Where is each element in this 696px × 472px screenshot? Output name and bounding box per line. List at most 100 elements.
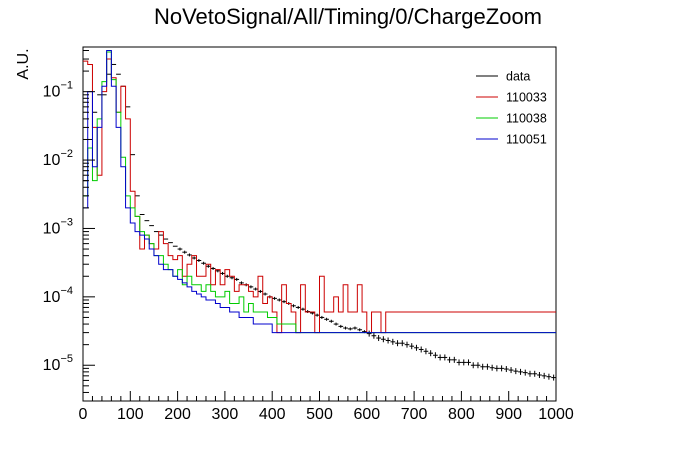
data-point [522,369,528,376]
legend-label: 110033 [506,91,547,105]
data-point [295,305,301,309]
x-tick-label: 1000 [538,406,574,423]
data-point [258,289,263,293]
data-point [177,247,183,251]
data-point [324,317,329,321]
plot-area: 0 100 200 300 400 500 600 700 800 900 1000 10−5 10−4… [43,46,574,423]
y-axis-label: A.U. [15,48,32,79]
chart-title: NoVetoSignal/All/Timing/0/ChargeZoom [154,4,542,29]
data-point [456,359,462,366]
data-point [404,341,410,348]
data-point [503,366,509,373]
data-point [371,332,377,339]
data-point [319,315,325,319]
data-point [366,330,372,337]
data-point [537,371,542,378]
data-point [551,374,556,381]
y-tick-label: 10−5 [43,353,73,374]
data-point [428,350,434,357]
data-point [480,363,486,370]
data-point [447,356,452,363]
data-point [461,359,467,366]
series-line-110051 [83,50,556,334]
data-point [224,274,230,278]
y-tick-label: 10−4 [43,285,73,306]
x-tick-label: 500 [306,406,333,423]
data-point [187,253,192,257]
data-point [357,328,363,332]
data-point [451,356,457,363]
data-point [220,271,225,275]
data-point [229,276,235,280]
data-point [395,340,400,347]
x-tick-label: 400 [259,406,286,423]
data-point [239,281,244,285]
data-point [485,363,490,370]
legend-label: 110038 [506,112,547,126]
x-tick-label: 800 [448,406,475,423]
data-point [499,365,504,372]
x-tick-label: 0 [79,406,88,423]
data-point [182,250,188,254]
data-point [475,362,481,369]
data-point [532,370,538,377]
data-point [347,327,353,331]
data-point [546,373,552,380]
data-point [513,368,519,375]
data-point [272,296,277,300]
data-point [343,326,348,330]
series-110051 [83,50,556,334]
data-point [494,365,500,372]
data-point [437,354,443,361]
data-point [276,298,282,302]
data-point [470,362,476,369]
data-point [541,372,547,379]
data-point [433,352,438,359]
data-point [414,344,419,351]
data-point [205,264,211,268]
data-point [527,370,533,377]
legend-entry-110051: 110051 [476,133,547,147]
data-point [489,364,495,371]
data-point [328,319,334,323]
data-point [281,300,287,304]
data-point [191,256,197,260]
data-point [399,340,405,347]
data-point [409,343,415,350]
data-point [291,304,296,308]
x-tick-label: 200 [164,406,191,423]
data-point [248,285,254,289]
y-tick-label: 10−3 [43,216,73,237]
data-point [314,313,320,317]
x-tick-label: 100 [117,406,144,423]
data-point [262,292,268,296]
data-point [418,346,424,353]
data-point [234,277,240,281]
data-point [210,266,216,270]
data-point [385,337,391,344]
data-point [466,359,471,366]
data-point [442,354,448,361]
x-tick-label: 700 [401,406,428,423]
data-point [201,261,206,265]
legend-label: data [506,70,530,84]
y-tick-label: 10−2 [43,148,73,169]
data-point [196,258,202,262]
data-point [518,368,523,375]
x-tick-label: 600 [353,406,380,423]
legend-label: 110051 [506,133,547,147]
data-point [352,326,358,330]
data-point [423,348,429,355]
x-tick-label: 900 [495,406,522,423]
data-point [338,324,344,328]
data-point [380,336,386,343]
data-point [376,335,381,342]
x-tick-label: 300 [212,406,239,423]
legend-entry-110033: 110033 [476,91,547,105]
legend: data 110033 110038 110051 [476,70,547,147]
data-point [390,338,396,345]
data-point [253,287,259,291]
data-point [508,367,514,374]
legend-entry-110038: 110038 [476,112,547,126]
